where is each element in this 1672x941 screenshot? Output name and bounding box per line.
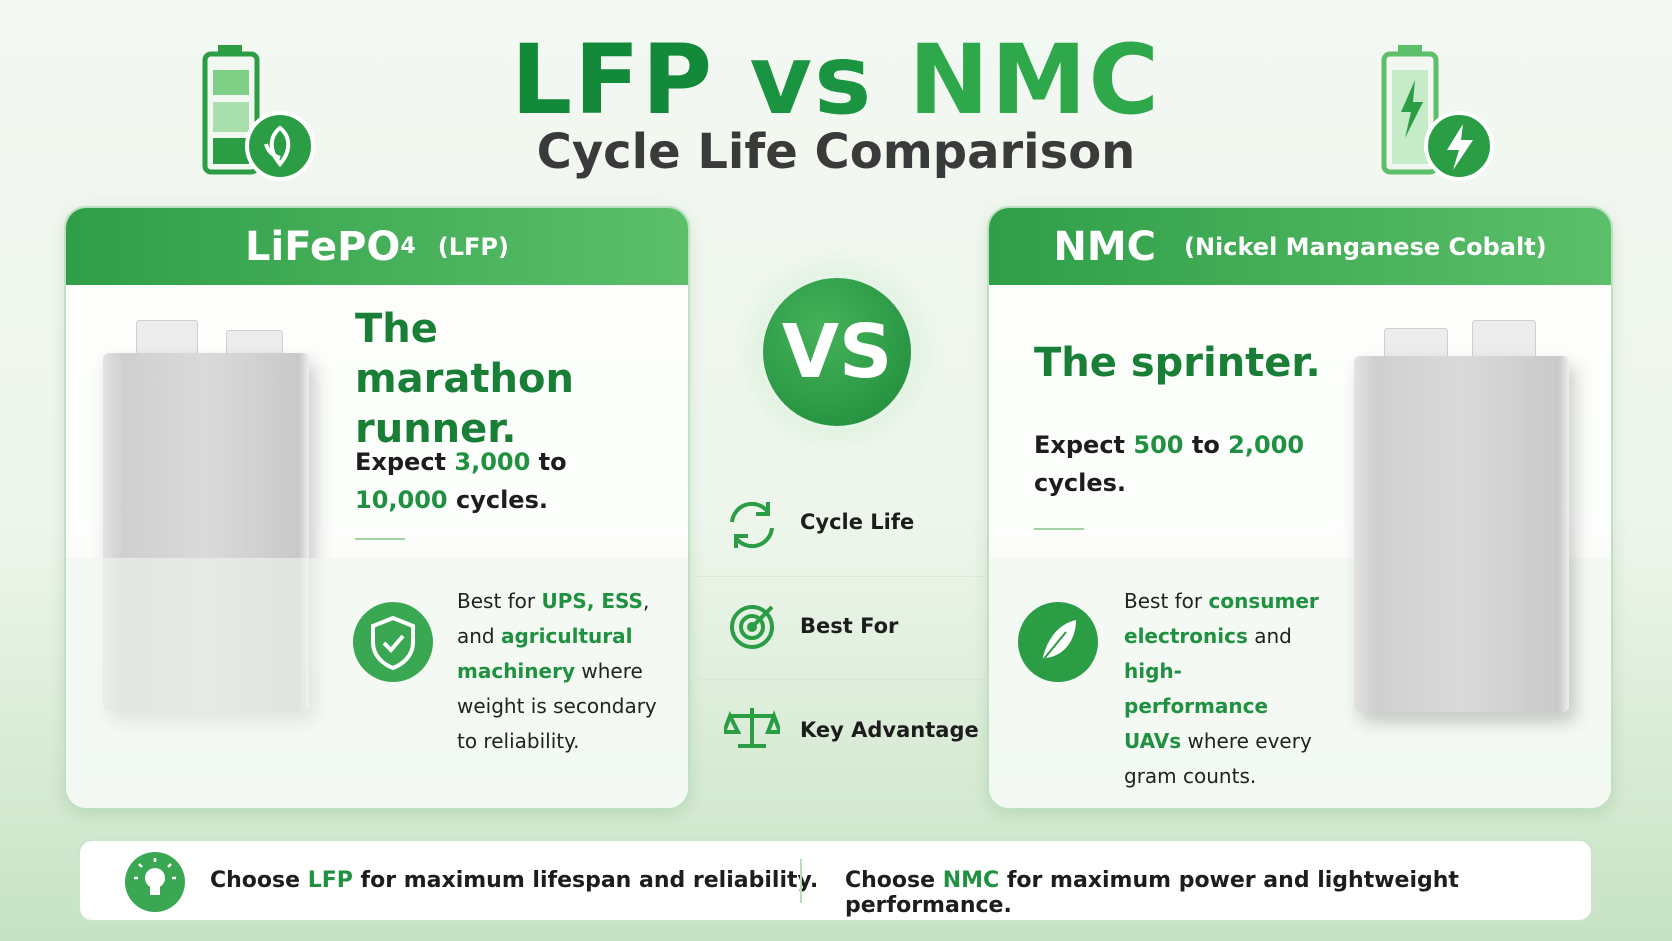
highlight: agricultural machinery [457,624,633,683]
text: to [1183,431,1229,459]
nmc-battery-icon [1381,45,1494,181]
bulb-icon [125,852,185,912]
lfp-tagline: The marathon runner. [355,306,574,452]
text: where weight is secondary to reliability… [457,659,657,753]
nmc-tagline: The sprinter. [1034,340,1321,386]
footer-lfp: Choose LFP for maximum lifespan and reli… [210,868,818,893]
center-item: Key Advantage [800,718,979,742]
footer: Choose LFP for maximum lifespan and reli… [78,839,1593,922]
text: cycles. [1034,469,1127,497]
text: , and [457,589,650,648]
shield-icon [353,602,433,682]
title-nmc: NMC [908,24,1161,136]
text: Choose [845,868,943,893]
nmc-cycles: Expect 500 to 2,000 cycles. [1034,426,1354,502]
lfp-card: LiFePO 4 (LFP) The marathon runner. Expec… [64,206,690,810]
nmc-cell-image [1354,356,1569,712]
text: Choose [210,868,308,893]
subtitle: Cycle Life Comparison [536,124,1136,180]
footer-nmc: Choose NMC for maximum power and lightwe… [845,868,1591,918]
highlight: 10,000 [355,486,448,514]
lfp-battery-icon [202,45,315,181]
title: LFP vs NMC [0,20,1672,140]
text: to [530,448,567,476]
nmc-name: NMC [1053,223,1156,270]
highlight: 3,000 [454,448,531,476]
highlight: 500 [1133,431,1184,459]
lfp-best-for: Best for UPS, ESS, and agricultural mach… [457,584,662,759]
nmc-card: NMC (Nickel Manganese Cobalt) The sprint… [987,206,1613,810]
highlight: high-performance UAVs [1124,659,1269,753]
title-lfp: LFP [511,24,715,136]
text: for maximum power and lightweight perfor… [845,868,1459,918]
text: Best for [1124,589,1209,613]
lfp-abbr: (LFP) [437,232,509,261]
lfp-name: LiFePO [245,223,401,270]
text: Expect [1034,431,1134,459]
highlight: NMC [942,868,1000,893]
center-item: Best For [800,614,899,638]
text: cycles. [447,486,548,514]
nmc-header: NMC (Nickel Manganese Cobalt) [989,208,1611,285]
lfp-cycles: Expect 3,000 to 10,000 cycles. [355,443,655,519]
text: for maximum lifespan and reliability. [352,868,819,893]
center-icons [724,501,780,748]
vs-badge: VS [759,274,915,430]
highlight: UPS, ESS [541,589,643,613]
center-item: Cycle Life [800,510,915,534]
text: and [1247,624,1292,648]
feather-icon [1018,602,1098,682]
nmc-abbr: (Nickel Manganese Cobalt) [1183,232,1547,261]
lfp-subscript: 4 [400,234,416,259]
nmc-best-for: Best for consumer electronics and high-p… [1124,584,1324,794]
highlight: LFP [307,868,353,893]
lfp-header: LiFePO 4 (LFP) [66,208,688,285]
text: Expect [355,448,455,476]
text: Best for [457,589,542,613]
title-vs: vs [749,24,874,136]
text: where every gram counts. [1124,729,1312,788]
highlight: 2,000 [1228,431,1305,459]
highlight: consumer electronics [1124,589,1319,648]
